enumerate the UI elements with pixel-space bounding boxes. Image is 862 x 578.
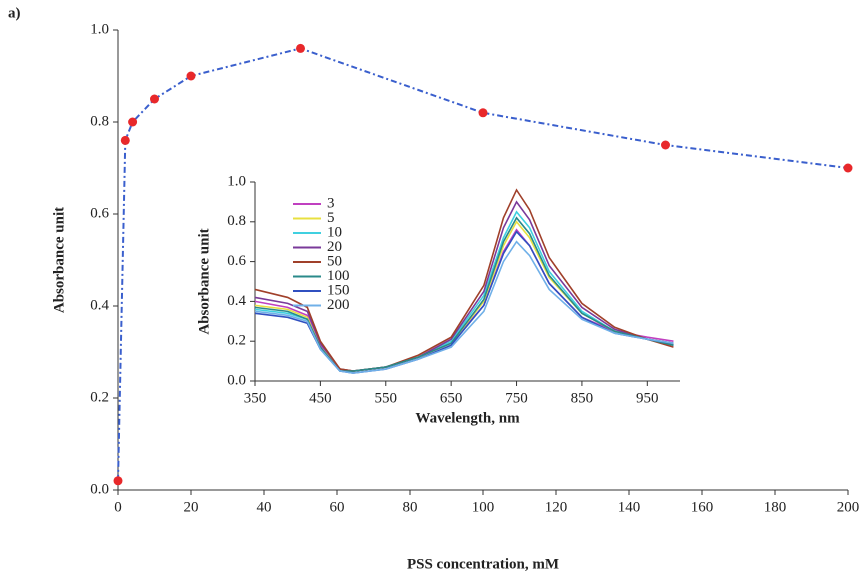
y-tick-label: 0.2 xyxy=(90,389,109,405)
y-tick-label: 0.6 xyxy=(227,253,246,269)
legend-label: 5 xyxy=(327,210,335,226)
data-point xyxy=(120,135,130,145)
data-point xyxy=(478,108,488,118)
inset-background xyxy=(255,182,680,381)
data-point xyxy=(113,476,123,486)
y-tick-label: 0.0 xyxy=(227,372,246,388)
x-axis-label: Wavelength, nm xyxy=(415,410,520,426)
x-tick-label: 200 xyxy=(837,499,860,515)
x-tick-label: 140 xyxy=(618,499,641,515)
x-tick-label: 80 xyxy=(403,499,418,515)
series-line xyxy=(254,200,674,372)
x-tick-label: 20 xyxy=(184,499,199,515)
y-tick-label: 0.4 xyxy=(227,293,246,309)
x-tick-label: 0 xyxy=(114,499,122,515)
x-tick-label: 60 xyxy=(330,499,345,515)
series-line xyxy=(254,240,674,374)
y-axis-label: Absorbance unit xyxy=(196,228,212,334)
x-tick-label: 120 xyxy=(545,499,568,515)
panel-label: a) xyxy=(8,5,21,21)
x-tick-label: 950 xyxy=(636,390,659,406)
y-tick-label: 0.8 xyxy=(90,113,109,129)
x-tick-label: 180 xyxy=(764,499,787,515)
y-tick-label: 1.0 xyxy=(90,21,109,37)
legend-label: 10 xyxy=(327,224,342,240)
x-tick-label: 40 xyxy=(257,499,272,515)
x-tick-label: 850 xyxy=(571,390,594,406)
y-axis-label: Absorbance unit xyxy=(51,207,67,313)
y-tick-label: 0.0 xyxy=(90,481,109,497)
series-line xyxy=(254,188,674,372)
x-tick-label: 750 xyxy=(505,390,528,406)
data-point xyxy=(661,140,670,150)
data-point xyxy=(186,71,196,81)
x-tick-label: 350 xyxy=(244,390,267,406)
y-tick-label: 0.6 xyxy=(90,205,109,221)
legend-label: 200 xyxy=(327,297,350,313)
data-point xyxy=(296,43,305,53)
data-point xyxy=(128,117,138,127)
legend-label: 20 xyxy=(327,239,342,255)
y-tick-label: 1.0 xyxy=(227,173,246,189)
data-point xyxy=(843,163,853,173)
x-tick-label: 550 xyxy=(375,390,398,406)
x-tick-label: 100 xyxy=(472,499,495,515)
legend-label: 100 xyxy=(327,268,350,284)
x-tick-label: 160 xyxy=(691,499,714,515)
y-tick-label: 0.8 xyxy=(227,213,246,229)
x-tick-label: 450 xyxy=(309,390,332,406)
y-tick-label: 0.2 xyxy=(227,333,246,349)
y-tick-label: 0.4 xyxy=(90,297,109,313)
x-tick-label: 650 xyxy=(440,390,463,406)
data-point xyxy=(150,94,159,104)
legend-label: 150 xyxy=(327,282,350,298)
legend-label: 50 xyxy=(327,253,342,269)
x-axis-label: PSS concentration, mM xyxy=(407,556,559,572)
series-line xyxy=(254,216,674,372)
legend-label: 3 xyxy=(327,195,335,211)
